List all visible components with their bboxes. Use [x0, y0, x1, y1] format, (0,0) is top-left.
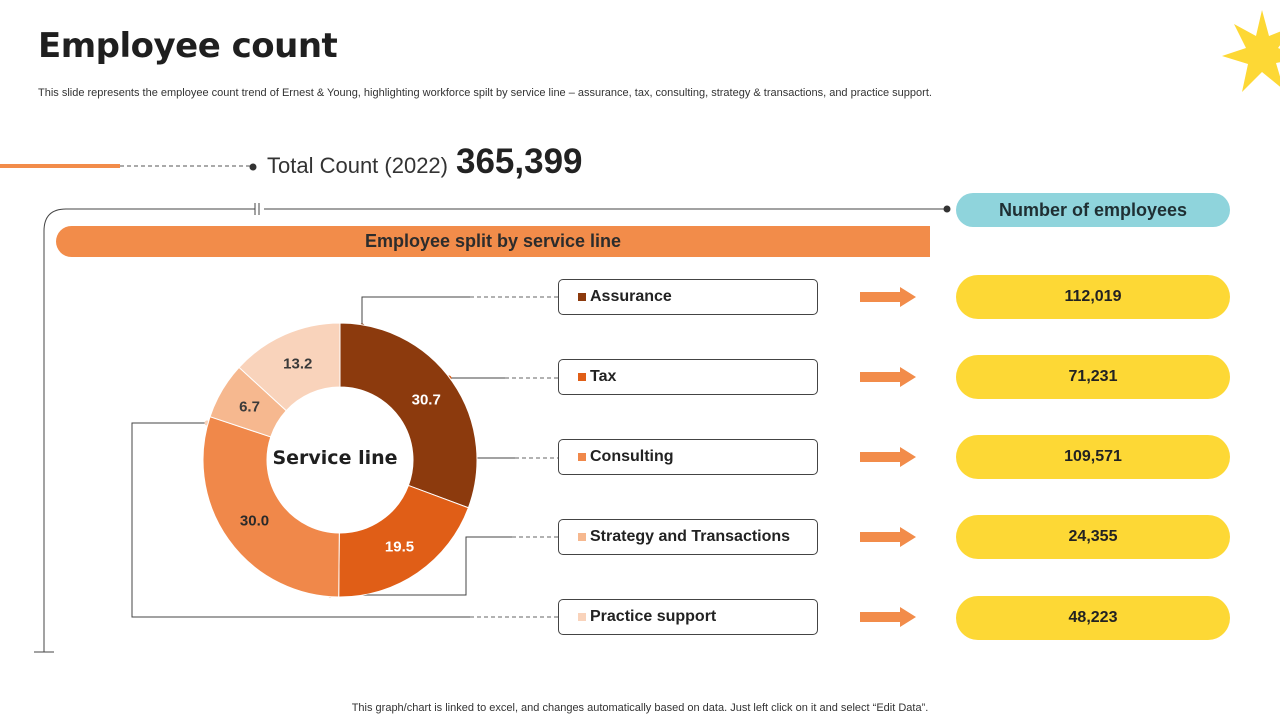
arrow-right-icon: [860, 527, 916, 547]
total-count-value: 365,399: [456, 142, 583, 181]
footer-note: This graph/chart is linked to excel, and…: [351, 702, 929, 714]
arrow-right-icon: [860, 367, 916, 387]
legend-swatch: [578, 613, 586, 621]
legend-swatch: [578, 373, 586, 381]
legend-item-practice-support[interactable]: Practice support: [558, 599, 818, 635]
employee-count-assurance: 112,019: [956, 275, 1230, 319]
legend-label: Strategy and Transactions: [590, 528, 791, 545]
donut-value-label-practice-support: 13.2: [283, 355, 313, 373]
total-count-label: Total Count (2022): [267, 153, 448, 178]
legend-label: Assurance: [590, 288, 672, 305]
donut-value-label-tax: 19.5: [384, 538, 415, 555]
service-line-donut-chart[interactable]: [190, 310, 490, 610]
legend-item-tax[interactable]: Tax: [558, 359, 818, 395]
legend-label: Tax: [590, 368, 617, 385]
donut-slice-tax[interactable]: [338, 484, 470, 598]
legend-item-strategy-and-transactions[interactable]: Strategy and Transactions: [558, 519, 818, 555]
employee-count-strategy-and-transactions: 24,355: [956, 515, 1230, 559]
legend-label: Consulting: [590, 448, 674, 465]
total-count: Total Count (2022) 365,399: [267, 142, 583, 182]
sun-decoration-icon: [1222, 10, 1280, 92]
donut-slice-practice-support[interactable]: [238, 322, 341, 412]
legend-swatch: [578, 453, 586, 461]
donut-center-label: Service line: [272, 447, 398, 469]
arrow-right-icon: [860, 607, 916, 627]
legend-item-assurance[interactable]: Assurance: [558, 279, 818, 315]
donut-slice-consulting[interactable]: [202, 416, 340, 598]
arrow-right-icon: [860, 287, 916, 307]
employee-count-tax: 71,231: [956, 355, 1230, 399]
donut-value-label-assurance: 30.7: [411, 391, 441, 409]
employee-count-consulting: 109,571: [956, 435, 1230, 479]
page-title: Employee count: [38, 26, 338, 66]
arrow-right-icon: [860, 447, 916, 467]
legend-item-consulting[interactable]: Consulting: [558, 439, 818, 475]
donut-value-label-strategy-and-transactions: 6.7: [239, 398, 260, 416]
page-subtitle: This slide represents the employee count…: [38, 87, 932, 99]
employee-count-practice-support: 48,223: [956, 596, 1230, 640]
legend-label: Practice support: [590, 608, 717, 625]
employee-split-header: Employee split by service line: [56, 226, 930, 257]
donut-slice-assurance[interactable]: [339, 322, 478, 509]
legend-swatch: [578, 293, 586, 301]
legend-swatch: [578, 533, 586, 541]
number-of-employees-header: Number of employees: [956, 193, 1230, 227]
donut-value-label-consulting: 30.0: [239, 512, 270, 530]
